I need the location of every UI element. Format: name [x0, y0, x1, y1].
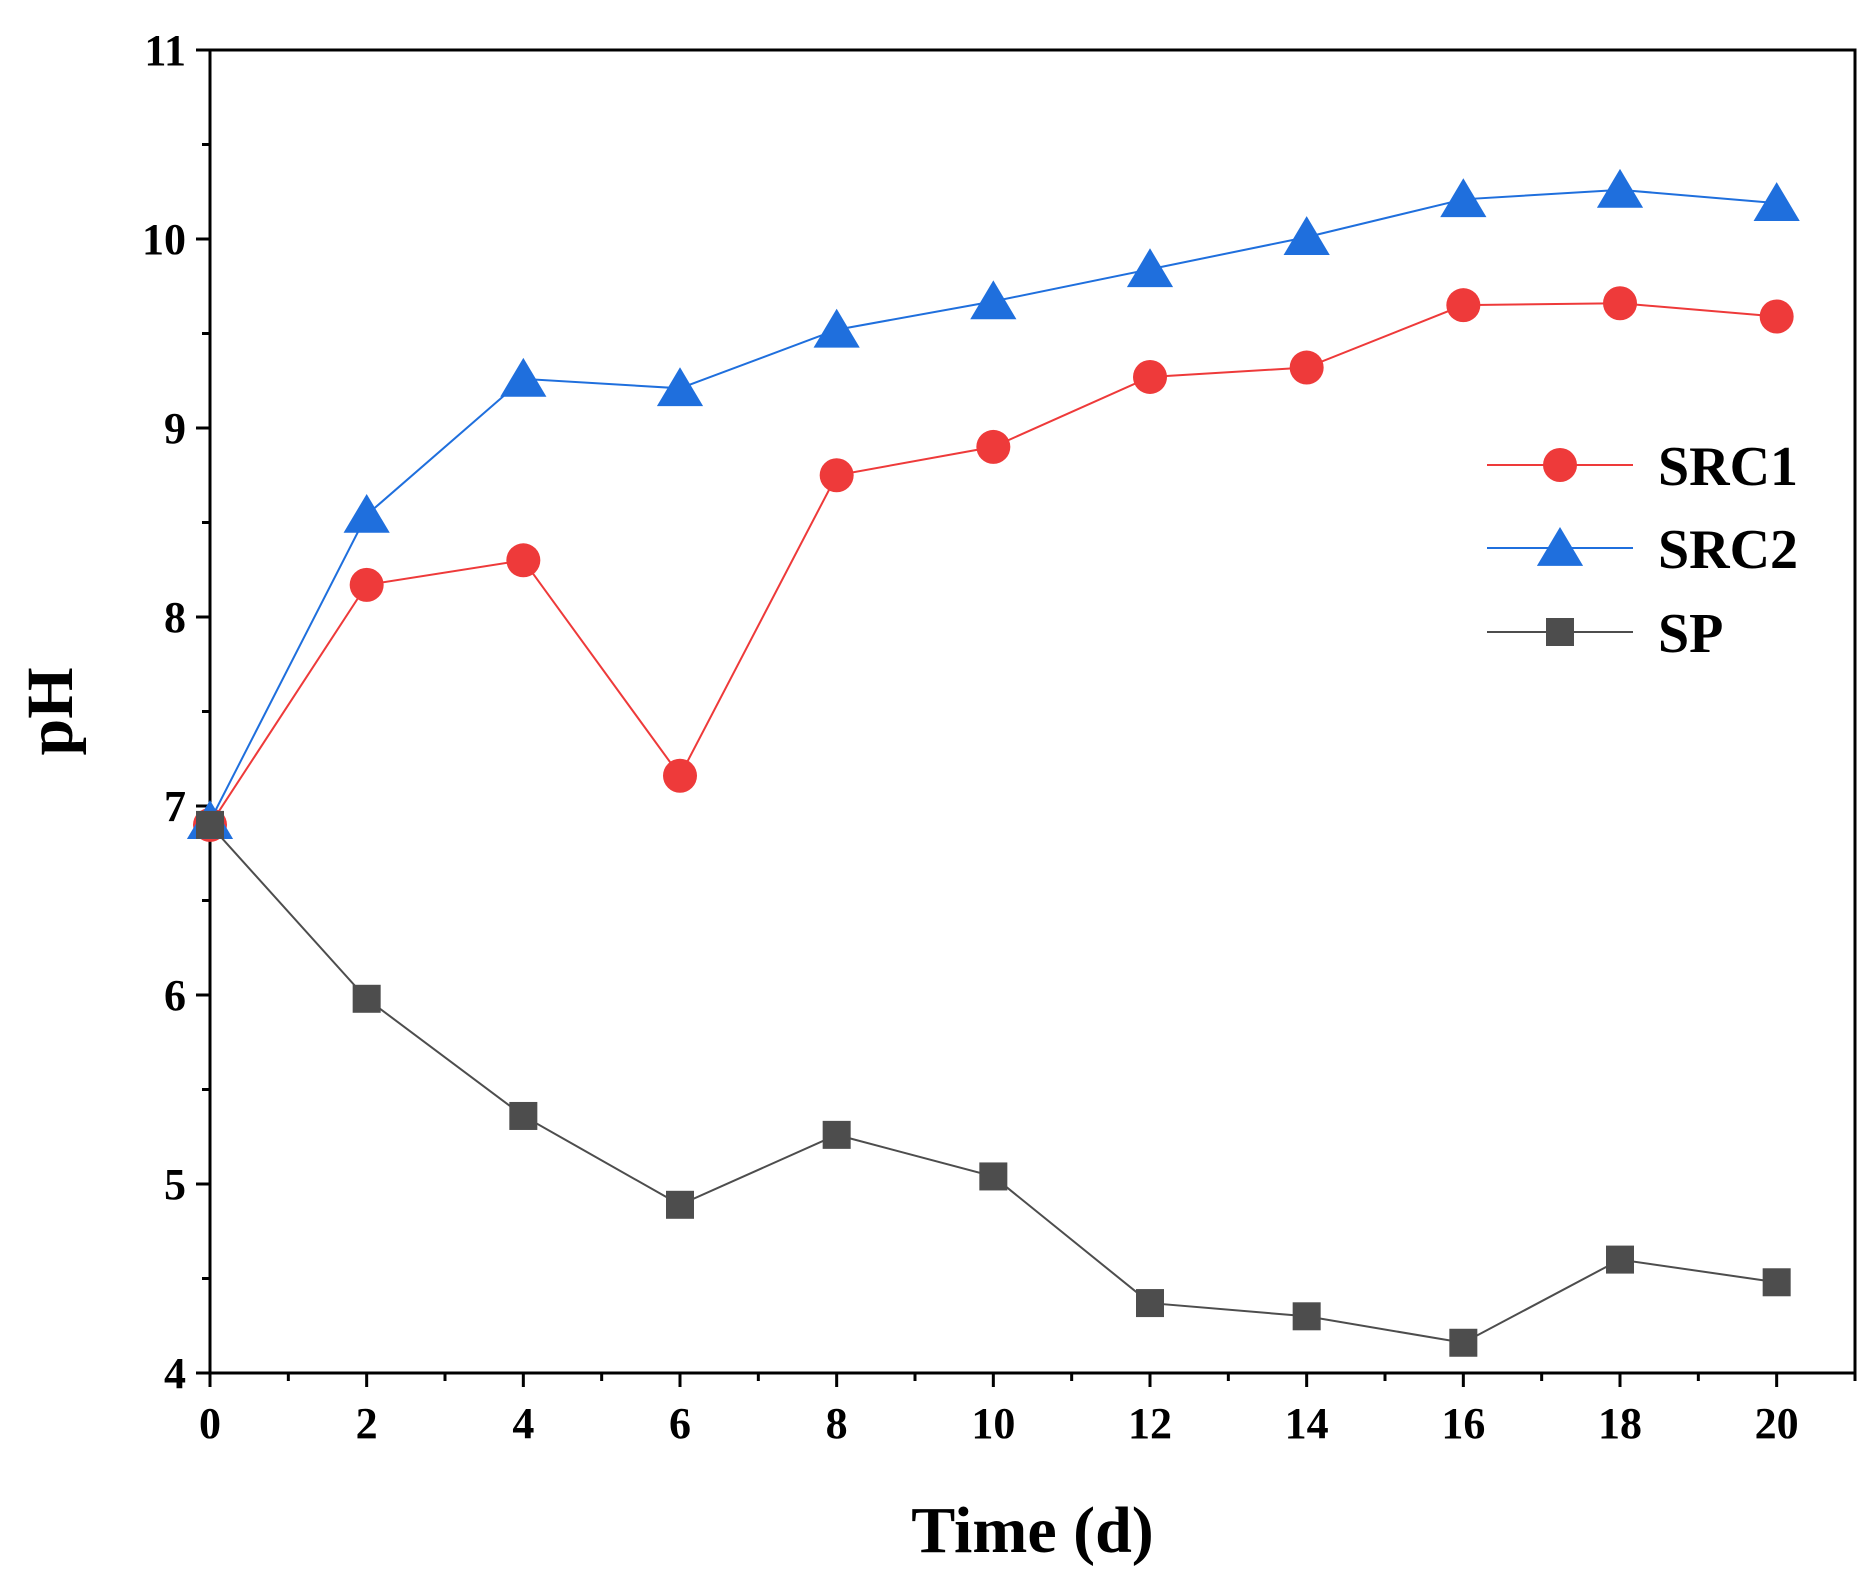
legend-marker-src1	[1543, 448, 1577, 482]
legend-label-src2: SRC2	[1658, 519, 1798, 581]
data-point-sp	[509, 1101, 538, 1130]
plot-frame	[208, 48, 1857, 1375]
data-point-src1	[663, 758, 697, 793]
data-point-src2	[1440, 178, 1487, 218]
series-line-sp	[209, 824, 1777, 1344]
x-tick-label: 6	[669, 1399, 691, 1448]
x-tick-label: 4	[512, 1399, 534, 1448]
data-point-src1	[1446, 288, 1481, 323]
data-point-src1	[976, 429, 1011, 464]
data-point-sp	[1606, 1245, 1634, 1274]
x-tick-label: 20	[1755, 1399, 1799, 1448]
x-tick-label: 12	[1128, 1399, 1172, 1448]
data-point-src2	[500, 357, 547, 397]
series-layer	[186, 168, 1800, 1357]
data-point-src1	[349, 567, 384, 602]
legend-item-sp: SP	[1487, 603, 1723, 665]
data-point-src2	[1283, 216, 1330, 255]
data-point-src2	[1753, 182, 1800, 221]
legend-item-src1: SRC1	[1487, 436, 1798, 498]
y-tick-label: 10	[142, 215, 186, 264]
data-point-sp	[822, 1120, 851, 1149]
legend-marker-src2	[1536, 527, 1584, 566]
x-tick-label: 8	[826, 1399, 848, 1448]
legend-marker-sp	[1546, 618, 1574, 646]
data-point-src2	[343, 493, 390, 533]
y-axis-title: pH	[14, 667, 87, 755]
data-point-sp	[352, 984, 381, 1013]
series-sp	[196, 810, 1791, 1357]
y-tick-label: 4	[164, 1349, 186, 1398]
y-tick-label: 6	[164, 971, 186, 1020]
x-tick-label: 2	[356, 1399, 378, 1448]
data-point-sp	[1449, 1328, 1478, 1357]
y-tick-label: 7	[164, 782, 186, 831]
x-tick-label: 18	[1598, 1399, 1642, 1448]
data-point-src2	[970, 280, 1017, 320]
y-tick-label: 8	[164, 593, 186, 642]
data-point-src1	[1289, 350, 1324, 385]
y-tick-label: 5	[164, 1160, 186, 1209]
data-point-sp	[1762, 1268, 1791, 1297]
x-axis-title: Time (d)	[911, 1494, 1154, 1567]
legend: SRC1 SRC2 SP	[1487, 436, 1798, 665]
x-tick-label: 0	[199, 1399, 221, 1448]
data-point-sp	[666, 1190, 694, 1219]
data-point-src1	[1133, 359, 1167, 394]
legend-label-sp: SP	[1658, 603, 1723, 665]
x-tick-label: 16	[1441, 1399, 1485, 1448]
data-point-src1	[819, 458, 854, 493]
plot-border	[208, 48, 1857, 1375]
data-point-sp	[1136, 1289, 1164, 1318]
data-point-src1	[1603, 286, 1637, 321]
data-point-src2	[656, 367, 704, 407]
y-tick-label: 9	[164, 404, 186, 453]
data-point-sp	[1292, 1302, 1321, 1331]
x-tick-label: 14	[1285, 1399, 1329, 1448]
y-tick-label: 11	[144, 26, 186, 75]
data-point-sp	[979, 1162, 1008, 1191]
series-src2	[186, 168, 1800, 839]
data-point-src2	[1596, 168, 1644, 208]
y-axis-ticks: 4 5 6 7 8 9 10 11	[142, 26, 210, 1398]
data-point-src1	[1759, 299, 1794, 334]
data-point-src1	[506, 543, 541, 578]
legend-item-src2: SRC2	[1487, 519, 1798, 581]
x-axis-ticks: 0 2 4 6 8 10 12 14 16 18 20	[199, 1373, 1857, 1448]
legend-label-src1: SRC1	[1658, 436, 1798, 498]
x-tick-label: 10	[971, 1399, 1015, 1448]
data-point-src2	[1126, 248, 1174, 288]
data-point-sp	[196, 810, 224, 839]
data-point-src2	[813, 308, 860, 348]
